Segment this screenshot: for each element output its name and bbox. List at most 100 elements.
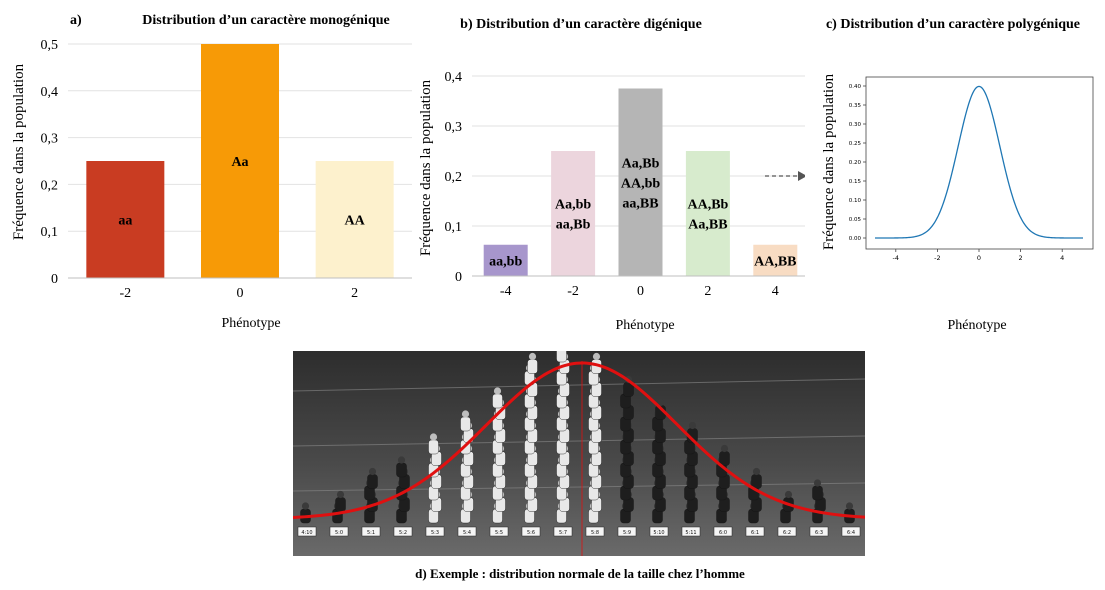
photo-height-label: 5:10 xyxy=(653,530,664,536)
photo-person-head xyxy=(461,410,470,418)
b-ytick-label: 0,3 xyxy=(445,120,463,135)
photo-person xyxy=(527,359,538,374)
photo-height-label: 5:7 xyxy=(559,530,567,536)
photo-height-sign xyxy=(713,526,733,537)
photo-height-sign xyxy=(777,526,797,537)
b-bar-label: Aa,bb xyxy=(555,198,591,213)
normal-curve-line xyxy=(875,85,1083,239)
photo-person-head xyxy=(493,387,502,395)
arrow-to-polygenic xyxy=(765,171,805,181)
photo-height-sign xyxy=(361,526,381,537)
photo-height-label: 6:3 xyxy=(815,530,823,536)
c-ytick-label: 0.05 xyxy=(849,217,862,223)
b-bar-label: AA,BB xyxy=(754,254,796,269)
panel-c-title: c) Distribution d’un caractère polygéniq… xyxy=(826,17,1080,32)
photo-height-label: 6:1 xyxy=(751,530,759,536)
panel-a-xlabel: Phénotype xyxy=(221,316,280,331)
b-bar-label: AA,bb xyxy=(621,176,661,191)
b-xtick-label: -4 xyxy=(500,284,512,299)
c-ytick-label: 0.20 xyxy=(849,160,862,166)
photo-field-background xyxy=(293,351,865,556)
b-bar xyxy=(551,151,596,276)
photo-person-head xyxy=(752,467,761,476)
photo-person xyxy=(492,393,503,409)
photo-height-label: 5:4 xyxy=(463,530,471,536)
photo-height-label: 6:2 xyxy=(783,530,791,536)
a-bar-label: aa xyxy=(118,214,132,229)
photo-height-label: 5:9 xyxy=(623,530,631,536)
photo-person-head xyxy=(301,502,310,510)
panel-a-ylabel: Fréquence dans la population xyxy=(11,63,27,240)
photo-person-head xyxy=(429,433,438,441)
c-ytick-label: 0.35 xyxy=(849,103,862,109)
photo-person-head xyxy=(845,502,854,510)
b-bar xyxy=(753,244,798,276)
digenic-bar-chart: b) Distribution d’un caractère digénique… xyxy=(418,17,805,333)
photo-person-head xyxy=(592,352,601,361)
photo-height-sign xyxy=(553,526,573,537)
panel-a-letter: a) xyxy=(70,13,82,28)
photo-person-head xyxy=(720,444,729,453)
panel-b-xlabel: Phénotype xyxy=(615,318,674,333)
b-bar-label: AA,Bb xyxy=(687,198,728,213)
photo-height-label: 6:4 xyxy=(847,530,855,536)
a-bar-label: Aa xyxy=(231,155,248,170)
photo-person xyxy=(335,497,346,512)
photo-height-sign xyxy=(393,526,413,537)
a-ytick-label: 0,3 xyxy=(41,132,59,147)
photo-height-label: 5:1 xyxy=(367,530,375,536)
b-xtick-label: 2 xyxy=(704,284,711,299)
a-xtick-label: -2 xyxy=(119,286,131,301)
field-yard-lines xyxy=(293,378,865,492)
photo-height-label: 5:0 xyxy=(335,530,343,536)
photo-person-head xyxy=(397,456,406,464)
b-bar xyxy=(483,244,528,276)
b-bar xyxy=(685,151,730,276)
photo-person-head xyxy=(688,421,697,430)
height-distribution-photo: 4:10 5:0 5:1 5:2 5:3 5:4 5:5 5:6 5:7 5:8 5:9 5:10 5:… xyxy=(293,351,865,556)
photo-person-head xyxy=(528,352,537,361)
a-ytick-label: 0 xyxy=(51,272,58,287)
photo-height-label: 6:0 xyxy=(719,530,727,536)
panel-c-plot-frame xyxy=(865,76,1094,250)
a-ytick-label: 0,4 xyxy=(41,85,59,100)
photo-person xyxy=(367,474,378,489)
photo-caption: d) Exemple : distribution normale de la … xyxy=(415,566,745,581)
a-ytick-label: 0,5 xyxy=(41,38,59,53)
photo-height-sign xyxy=(425,526,445,537)
photo-height-sign xyxy=(649,526,669,537)
panel-b-ylabel: Fréquence dans la population xyxy=(418,79,434,256)
c-ytick-label: 0.00 xyxy=(849,236,862,242)
polygenic-curve-chart: c) Distribution d’un caractère polygéniq… xyxy=(821,17,1094,333)
a-xtick-label: 2 xyxy=(351,286,358,301)
photo-person-head xyxy=(336,490,345,499)
photo-height-sign xyxy=(841,526,861,537)
c-xtick-label: 0 xyxy=(977,254,981,262)
photo-person xyxy=(812,485,823,501)
a-bar xyxy=(201,44,279,278)
panel-c-ylabel: Fréquence dans la population xyxy=(821,73,837,250)
c-ytick-label: 0.15 xyxy=(849,179,862,185)
photo-height-label: 5:3 xyxy=(431,530,439,536)
panel-c-xlabel: Phénotype xyxy=(947,318,1006,333)
b-bar-label: Aa,BB xyxy=(688,218,727,233)
a-bar xyxy=(315,161,394,278)
photo-height-sign xyxy=(457,526,477,537)
photo-normal-curve xyxy=(293,361,865,519)
c-xtick-label: -4 xyxy=(893,254,899,262)
c-ytick-label: 0.40 xyxy=(849,84,862,90)
c-ytick-label: 0.30 xyxy=(849,122,862,128)
photo-height-label: 5:6 xyxy=(527,530,535,536)
a-bar xyxy=(86,161,165,278)
photo-height-sign xyxy=(585,526,605,537)
a-ytick-label: 0,2 xyxy=(41,178,59,193)
c-xtick-label: 2 xyxy=(1019,254,1023,262)
panel-b-title: b) Distribution d’un caractère digénique xyxy=(460,17,702,32)
photo-height-label: 5:5 xyxy=(495,530,503,536)
photo-height-sign xyxy=(489,526,509,537)
photo-height-label: 5:11 xyxy=(685,530,696,536)
a-xtick-label: 0 xyxy=(237,286,244,301)
b-xtick-label: -2 xyxy=(567,284,579,299)
photo-height-sign xyxy=(681,526,701,537)
photo-height-sign xyxy=(329,526,349,537)
